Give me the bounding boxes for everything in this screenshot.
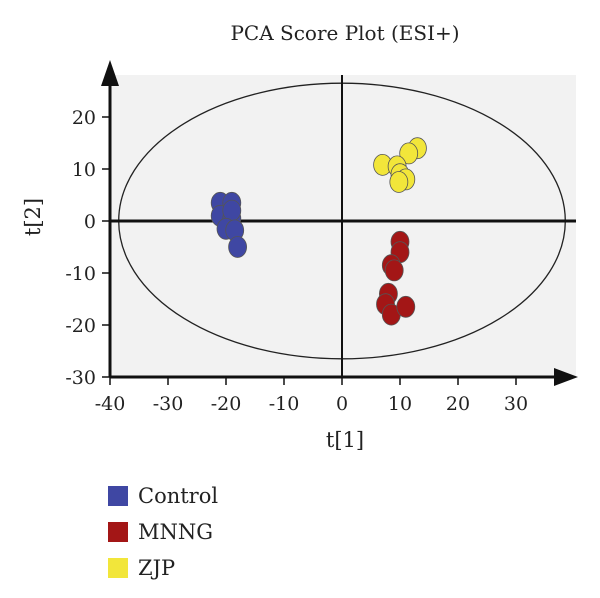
x-tick-label: -20 — [211, 393, 242, 415]
legend-swatch-mnng — [108, 522, 128, 542]
data-point-control — [228, 236, 248, 258]
y-tick-label: -30 — [65, 367, 96, 389]
x-tick-label: 20 — [446, 393, 470, 415]
y-tick-label: 0 — [84, 211, 96, 233]
legend-item-mnng: MNNG — [108, 514, 218, 550]
x-axis-arrow — [554, 368, 578, 386]
legend-label-mnng: MNNG — [138, 520, 214, 544]
x-tick-label: -10 — [269, 393, 300, 415]
chart-title: PCA Score Plot (ESI+) — [230, 21, 459, 45]
x-tick-label: 10 — [388, 393, 412, 415]
x-axis-label: t[1] — [326, 428, 364, 452]
y-tick-label: -20 — [65, 315, 96, 337]
data-point-mnng — [384, 259, 404, 282]
x-tick-group: -40 -30 -20 -10 0 10 20 30 — [95, 377, 528, 415]
y-tick-label: 20 — [72, 107, 96, 129]
data-point-zjp — [399, 142, 419, 165]
y-axis-arrow — [101, 60, 119, 86]
x-tick-label: 0 — [336, 393, 348, 415]
x-tick-label: -40 — [95, 393, 126, 415]
legend-item-control: Control — [108, 478, 218, 514]
y-tick-label: -10 — [65, 263, 96, 285]
y-tick-label: 10 — [72, 159, 96, 181]
y-tick-group: -30 -20 -10 0 10 20 — [65, 107, 110, 389]
legend-label-zjp: ZJP — [138, 556, 176, 580]
pca-score-chart: PCA Score Plot (ESI+) -40 -30 -20 -10 0 10 20 3… — [21, 21, 578, 452]
data-point-zjp — [389, 171, 409, 193]
legend-swatch-zjp — [108, 558, 128, 578]
x-tick-label: -30 — [153, 393, 184, 415]
data-points — [210, 137, 427, 326]
legend-label-control: Control — [138, 484, 219, 508]
data-point-mnng — [396, 295, 416, 318]
legend: Control MNNG ZJP — [108, 478, 218, 586]
legend-swatch-control — [108, 486, 128, 506]
x-tick-label: 30 — [504, 393, 528, 415]
legend-item-zjp: ZJP — [108, 550, 218, 586]
y-axis-label: t[2] — [21, 198, 45, 236]
